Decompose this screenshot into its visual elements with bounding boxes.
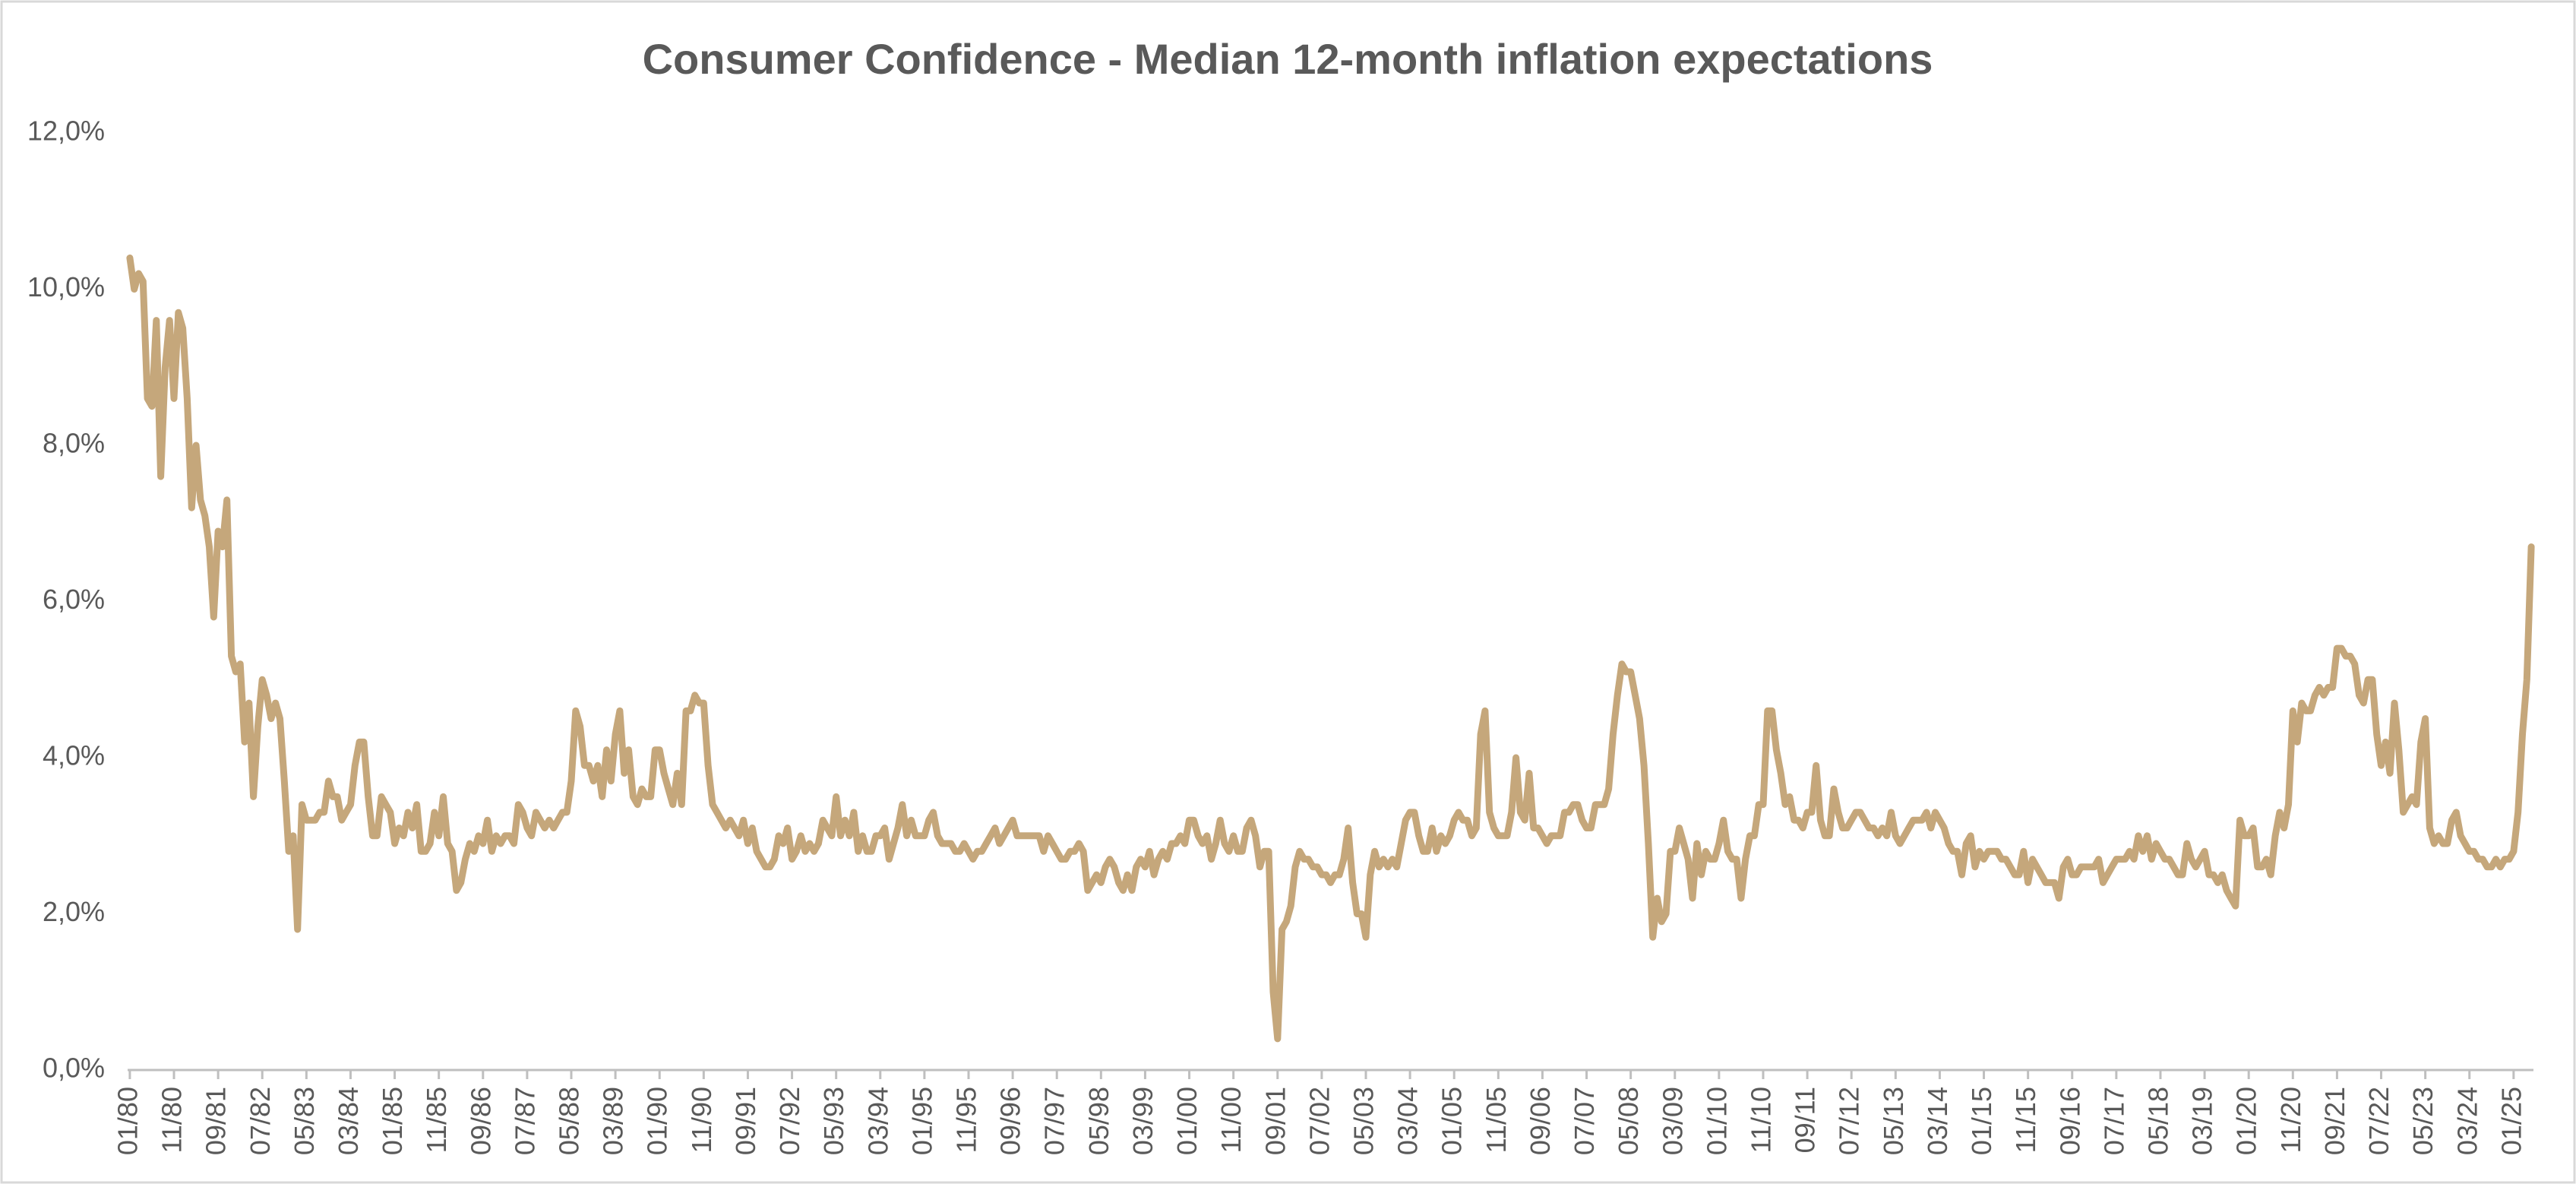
x-tick-label: 05/88 <box>554 1087 585 1155</box>
x-tick-label: 07/87 <box>509 1087 540 1155</box>
x-tick-label: 05/98 <box>1083 1087 1114 1155</box>
x-tick-label: 07/92 <box>774 1087 805 1155</box>
x-tick-label: 01/10 <box>1701 1087 1732 1155</box>
x-tick-label: 03/14 <box>1922 1087 1953 1155</box>
x-tick-label: 11/85 <box>421 1087 452 1153</box>
x-tick-label: 05/08 <box>1613 1087 1644 1155</box>
y-tick-label: 6,0% <box>43 584 105 615</box>
x-tick-label: 07/12 <box>1834 1087 1865 1155</box>
x-tick-label: 07/22 <box>2363 1087 2394 1155</box>
x-tick-label: 11/10 <box>1745 1087 1776 1153</box>
x-tick-label: 07/82 <box>245 1087 276 1155</box>
x-tick-label: 11/80 <box>156 1087 188 1153</box>
x-tick-label: 11/90 <box>686 1087 717 1153</box>
x-tick-label: 01/20 <box>2231 1087 2262 1155</box>
x-tick-label: 11/00 <box>1215 1087 1247 1153</box>
x-tick-label: 09/81 <box>201 1087 232 1155</box>
x-tick-label: 03/19 <box>2187 1087 2218 1155</box>
x-tick-label: 01/95 <box>906 1087 937 1155</box>
x-tick-label: 07/97 <box>1039 1087 1070 1155</box>
x-tick-label: 09/16 <box>2054 1087 2085 1155</box>
y-tick-label: 4,0% <box>43 740 105 771</box>
x-tick-label: 09/21 <box>2319 1087 2350 1155</box>
x-tick-label: 01/80 <box>112 1087 143 1155</box>
x-tick-label: 01/90 <box>642 1087 673 1155</box>
y-tick-label: 8,0% <box>43 428 105 459</box>
x-tick-label: 05/93 <box>818 1087 849 1155</box>
x-tick-label: 09/11 <box>1790 1087 1821 1153</box>
y-tick-label: 0,0% <box>43 1053 105 1084</box>
x-tick-label: 01/85 <box>377 1087 408 1155</box>
x-tick-label: 01/00 <box>1171 1087 1203 1155</box>
x-tick-label: 05/83 <box>289 1087 320 1155</box>
x-tick-label: 03/89 <box>598 1087 629 1155</box>
y-tick-label: 12,0% <box>27 116 105 147</box>
y-tick-label: 2,0% <box>43 896 105 927</box>
x-tick-label: 03/99 <box>1127 1087 1158 1155</box>
x-tick-label: 01/05 <box>1437 1087 1468 1155</box>
x-tick-label: 03/84 <box>333 1087 364 1155</box>
x-tick-label: 11/15 <box>2010 1087 2041 1153</box>
x-tick-label: 11/20 <box>2275 1087 2306 1153</box>
x-tick-label: 03/04 <box>1392 1087 1424 1155</box>
x-tick-label: 05/13 <box>1878 1087 1909 1155</box>
x-tick-label: 07/07 <box>1569 1087 1600 1155</box>
x-tick-label: 11/05 <box>1481 1087 1512 1153</box>
chart-title: Consumer Confidence - Median 12-month in… <box>643 35 1933 83</box>
x-tick-label: 11/95 <box>951 1087 982 1153</box>
y-tick-label: 10,0% <box>27 271 105 302</box>
x-tick-label: 03/94 <box>862 1087 893 1155</box>
x-tick-label: 09/06 <box>1525 1087 1556 1155</box>
x-tick-label: 09/01 <box>1260 1087 1291 1155</box>
x-tick-label: 05/23 <box>2407 1087 2439 1155</box>
x-tick-label: 03/09 <box>1657 1087 1688 1155</box>
x-tick-label: 01/25 <box>2495 1087 2527 1155</box>
x-tick-label: 03/24 <box>2451 1087 2483 1155</box>
x-tick-label: 05/03 <box>1348 1087 1380 1155</box>
x-tick-label: 09/91 <box>730 1087 761 1155</box>
x-tick-label: 09/86 <box>465 1087 496 1155</box>
x-tick-label: 09/96 <box>995 1087 1026 1155</box>
x-tick-label: 07/17 <box>2098 1087 2129 1155</box>
x-tick-label: 01/15 <box>1966 1087 1997 1155</box>
x-tick-label: 05/18 <box>2142 1087 2173 1155</box>
data-line <box>126 254 2535 1043</box>
x-tick-label: 07/02 <box>1304 1087 1335 1155</box>
